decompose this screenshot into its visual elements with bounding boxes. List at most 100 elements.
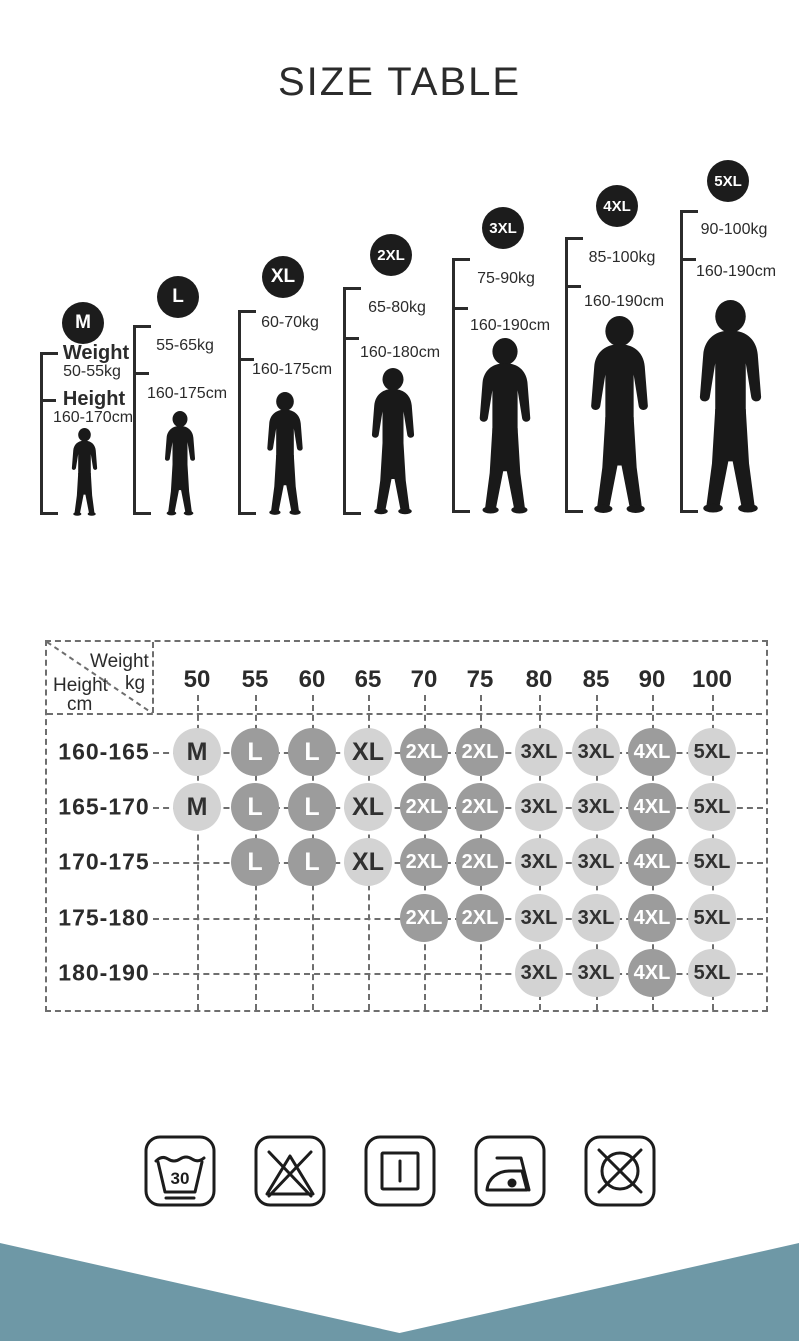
size-cell: 2XL bbox=[456, 838, 504, 886]
size-cell: 3XL bbox=[572, 783, 620, 831]
size-cell: 3XL bbox=[572, 894, 620, 942]
weight-value: 55-65kg bbox=[156, 337, 214, 354]
person-silhouette-2xl bbox=[371, 368, 415, 515]
size-badge-5xl: 5XL bbox=[707, 160, 749, 202]
size-cell: 3XL bbox=[572, 949, 620, 997]
corner-col-unit: kg bbox=[125, 673, 146, 694]
size-badge-4xl: 4XL bbox=[596, 185, 638, 227]
size-grid: Weight kg Height cm 50 55 60 65 70 75 80 85 90 10… bbox=[45, 640, 768, 1012]
col-header: 65 bbox=[354, 666, 382, 693]
row-header: 165-170 bbox=[58, 793, 150, 820]
col-header: 60 bbox=[298, 666, 326, 693]
size-cell: 4XL bbox=[628, 838, 676, 886]
height-value: 160-190cm bbox=[469, 317, 551, 334]
size-badge-xl: XL bbox=[262, 256, 304, 298]
size-cell: 2XL bbox=[400, 783, 448, 831]
size-cell: L bbox=[288, 728, 336, 776]
col-header: 80 bbox=[525, 666, 553, 693]
size-cell: 3XL bbox=[572, 838, 620, 886]
size-cell: 3XL bbox=[515, 783, 563, 831]
do-not-bleach-icon bbox=[254, 1135, 325, 1207]
col-header: 85 bbox=[582, 666, 610, 693]
size-cell: 5XL bbox=[688, 783, 736, 831]
col-header: 90 bbox=[638, 666, 666, 693]
weight-value: 75-90kg bbox=[477, 270, 535, 287]
height-value: 160-175cm bbox=[146, 385, 228, 402]
row-header: 175-180 bbox=[58, 904, 150, 931]
row-header: 180-190 bbox=[58, 959, 150, 986]
corner-row-label: Height bbox=[53, 675, 108, 696]
size-cell: 2XL bbox=[456, 728, 504, 776]
row-header: 170-175 bbox=[58, 848, 150, 875]
size-cell: 2XL bbox=[456, 894, 504, 942]
size-cell: L bbox=[231, 783, 279, 831]
size-cell: 5XL bbox=[688, 728, 736, 776]
col-header: 70 bbox=[410, 666, 438, 693]
size-cell: L bbox=[288, 783, 336, 831]
page-title: SIZE TABLE bbox=[277, 60, 522, 104]
measure-bracket bbox=[343, 287, 361, 515]
measure-bracket bbox=[238, 310, 256, 515]
weight-value: 90-100kg bbox=[700, 221, 768, 238]
grid-line-vertical bbox=[197, 695, 199, 1010]
size-cell: 3XL bbox=[515, 894, 563, 942]
weight-label: Weight bbox=[62, 342, 130, 364]
weight-value: 65-80kg bbox=[368, 299, 426, 316]
corner-col-label: Weight bbox=[90, 651, 149, 672]
size-cell: XL bbox=[344, 728, 392, 776]
corner-cell: Weight kg Height cm bbox=[47, 642, 154, 714]
person-silhouette-m bbox=[71, 428, 98, 516]
header-separator bbox=[47, 713, 762, 715]
measure-bracket bbox=[133, 325, 151, 515]
size-cell: L bbox=[231, 838, 279, 886]
size-cell: XL bbox=[344, 838, 392, 886]
corner-diagonal bbox=[47, 642, 152, 713]
weight-value: 60-70kg bbox=[261, 314, 319, 331]
weight-value: 85-100kg bbox=[588, 249, 656, 266]
iron-low-heat-icon bbox=[474, 1135, 545, 1207]
size-cell: 2XL bbox=[400, 894, 448, 942]
person-silhouette-xl bbox=[267, 392, 303, 515]
care-icons-strip: 30 bbox=[0, 1133, 799, 1209]
drip-dry-icon bbox=[364, 1135, 435, 1207]
size-cell: 3XL bbox=[572, 728, 620, 776]
size-cell: L bbox=[288, 838, 336, 886]
size-cell: M bbox=[173, 728, 221, 776]
col-header: 75 bbox=[466, 666, 494, 693]
size-cell: 4XL bbox=[628, 728, 676, 776]
banner-chevron-notch bbox=[0, 1243, 799, 1333]
size-badge-l: L bbox=[157, 276, 199, 318]
height-value: 160-190cm bbox=[583, 293, 665, 310]
size-cell: 3XL bbox=[515, 728, 563, 776]
size-cell: 3XL bbox=[515, 838, 563, 886]
size-cell: 2XL bbox=[456, 783, 504, 831]
height-value: 160-180cm bbox=[359, 344, 441, 361]
wash-temp-label: 30 bbox=[170, 1169, 189, 1188]
size-cell: 2XL bbox=[400, 838, 448, 886]
col-header: 55 bbox=[241, 666, 269, 693]
size-cell: 4XL bbox=[628, 894, 676, 942]
size-cell: 2XL bbox=[400, 728, 448, 776]
size-cell: 4XL bbox=[628, 783, 676, 831]
height-value: 160-175cm bbox=[251, 361, 333, 378]
size-cell: 3XL bbox=[515, 949, 563, 997]
height-value: 160-170cm bbox=[52, 409, 134, 426]
do-not-tumble-dry-icon bbox=[584, 1135, 655, 1207]
measure-bracket bbox=[680, 210, 698, 513]
bottom-banner bbox=[0, 1243, 799, 1341]
height-label: Height bbox=[62, 388, 126, 410]
measure-bracket bbox=[565, 237, 583, 513]
weight-value: 50-55kg bbox=[63, 363, 121, 380]
grid-line-horizontal bbox=[153, 973, 763, 975]
measure-bracket bbox=[40, 352, 58, 515]
col-header: 100 bbox=[691, 666, 733, 693]
person-silhouette-4xl bbox=[591, 316, 648, 513]
size-badge-m: M bbox=[62, 302, 104, 344]
person-silhouette-5xl bbox=[699, 300, 762, 513]
size-badge-2xl: 2XL bbox=[370, 234, 412, 276]
size-cell: 5XL bbox=[688, 949, 736, 997]
person-silhouette-l bbox=[164, 411, 196, 516]
size-cell: M bbox=[173, 783, 221, 831]
size-badge-3xl: 3XL bbox=[482, 207, 524, 249]
